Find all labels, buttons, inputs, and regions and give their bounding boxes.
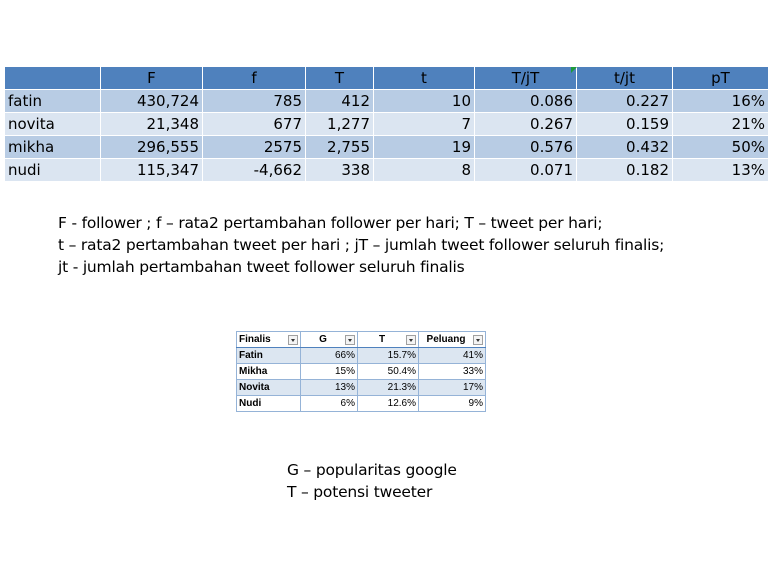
table-cell[interactable]: 21.3% [357, 379, 419, 396]
table-cell[interactable]: 50.4% [357, 363, 419, 380]
finalist-name-cell[interactable]: Mikha [236, 363, 301, 380]
table-cell[interactable]: 785 [202, 89, 306, 113]
table-row: Fatin 66% 15.7% 41% [236, 347, 486, 364]
header-cell[interactable]: T/jT [474, 66, 577, 90]
comment-indicator-icon[interactable] [571, 67, 577, 73]
table-cell[interactable]: 50% [672, 135, 769, 159]
table-cell[interactable]: 16% [672, 89, 769, 113]
table-row: novita 21,348 677 1,277 7 0.267 0.159 21… [4, 112, 769, 136]
header-cell[interactable] [4, 66, 101, 90]
table-cell[interactable]: 6% [300, 395, 358, 412]
table-cell[interactable]: 115,347 [100, 158, 203, 182]
table-cell[interactable]: 12.6% [357, 395, 419, 412]
filter-dropdown-icon[interactable] [288, 334, 298, 345]
header-cell: T [357, 331, 419, 348]
table-cell[interactable]: 0.159 [576, 112, 673, 136]
table-row: Mikha 15% 50.4% 33% [236, 363, 486, 380]
table-header-row: F f T t T/jT t/jt pT [4, 66, 769, 90]
finalist-name-cell[interactable]: nudi [4, 158, 101, 182]
header-cell[interactable]: T [305, 66, 374, 90]
header-label: Finalis [239, 334, 271, 345]
table-cell[interactable]: 0.086 [474, 89, 577, 113]
table-cell[interactable]: 33% [418, 363, 486, 380]
header-cell[interactable]: f [202, 66, 306, 90]
table-cell[interactable]: 13% [672, 158, 769, 182]
table-row: Nudi 6% 12.6% 9% [236, 395, 486, 412]
table-cell[interactable]: 21% [672, 112, 769, 136]
table-cell[interactable]: 0.182 [576, 158, 673, 182]
legend-notes: F - follower ; f – rata2 pertambahan fol… [58, 212, 664, 278]
table-cell[interactable]: 19 [373, 135, 475, 159]
filter-dropdown-icon[interactable] [473, 334, 483, 345]
table-cell[interactable]: 9% [418, 395, 486, 412]
table-row: Novita 13% 21.3% 17% [236, 379, 486, 396]
filter-dropdown-icon[interactable] [406, 334, 416, 345]
table-cell[interactable]: 430,724 [100, 89, 203, 113]
table-cell[interactable]: 2575 [202, 135, 306, 159]
table-cell[interactable]: 13% [300, 379, 358, 396]
probability-table: Finalis G T Peluang Fatin 66% 15.7% 41% … [236, 331, 486, 412]
table-row: mikha 296,555 2575 2,755 19 0.576 0.432 … [4, 135, 769, 159]
table-cell[interactable]: 0.227 [576, 89, 673, 113]
table-cell[interactable]: 1,277 [305, 112, 374, 136]
note-line: F - follower ; f – rata2 pertambahan fol… [58, 214, 603, 232]
table-row: nudi 115,347 -4,662 338 8 0.071 0.182 13… [4, 158, 769, 182]
table-cell[interactable]: -4,662 [202, 158, 306, 182]
table-cell[interactable]: 8 [373, 158, 475, 182]
finalist-name-cell[interactable]: novita [4, 112, 101, 136]
header-label: Peluang [426, 334, 466, 345]
finalist-name-cell[interactable]: Novita [236, 379, 301, 396]
table-header-row: Finalis G T Peluang [236, 331, 486, 348]
table-row: fatin 430,724 785 412 10 0.086 0.227 16% [4, 89, 769, 113]
table-cell[interactable]: 7 [373, 112, 475, 136]
table-cell[interactable]: 21,348 [100, 112, 203, 136]
finalist-name-cell[interactable]: Fatin [236, 347, 301, 364]
table-cell[interactable]: 15.7% [357, 347, 419, 364]
stats-table: F f T t T/jT t/jt pT fatin 430,724 785 4… [4, 66, 769, 182]
filter-dropdown-icon[interactable] [345, 334, 355, 345]
table-cell[interactable]: 17% [418, 379, 486, 396]
table-cell[interactable]: 41% [418, 347, 486, 364]
table-cell[interactable]: 0.071 [474, 158, 577, 182]
header-cell: G [300, 331, 358, 348]
legend-line: G – popularitas google [287, 461, 457, 479]
table-cell[interactable]: 15% [300, 363, 358, 380]
header-label: G [319, 334, 327, 345]
header-label: T [378, 334, 386, 345]
table-cell[interactable]: 412 [305, 89, 374, 113]
abbreviation-legend: G – popularitas google T – potensi tweet… [287, 459, 457, 503]
note-line: jt - jumlah pertambahan tweet follower s… [58, 258, 465, 276]
header-cell: Peluang [418, 331, 486, 348]
table-cell[interactable]: 296,555 [100, 135, 203, 159]
table-cell[interactable]: 0.432 [576, 135, 673, 159]
header-cell[interactable]: t/jt [576, 66, 673, 90]
legend-line: T – potensi tweeter [287, 483, 433, 501]
note-line: t – rata2 pertambahan tweet per hari ; j… [58, 236, 665, 254]
header-cell[interactable]: pT [672, 66, 769, 90]
header-cell[interactable]: t [373, 66, 475, 90]
header-cell[interactable]: F [100, 66, 203, 90]
finalist-name-cell[interactable]: fatin [4, 89, 101, 113]
table-cell[interactable]: 0.576 [474, 135, 577, 159]
table-cell[interactable]: 677 [202, 112, 306, 136]
finalist-name-cell[interactable]: Nudi [236, 395, 301, 412]
table-cell[interactable]: 2,755 [305, 135, 374, 159]
table-cell[interactable]: 10 [373, 89, 475, 113]
table-cell[interactable]: 66% [300, 347, 358, 364]
header-cell: Finalis [236, 331, 301, 348]
finalist-name-cell[interactable]: mikha [4, 135, 101, 159]
table-cell[interactable]: 0.267 [474, 112, 577, 136]
table-cell[interactable]: 338 [305, 158, 374, 182]
